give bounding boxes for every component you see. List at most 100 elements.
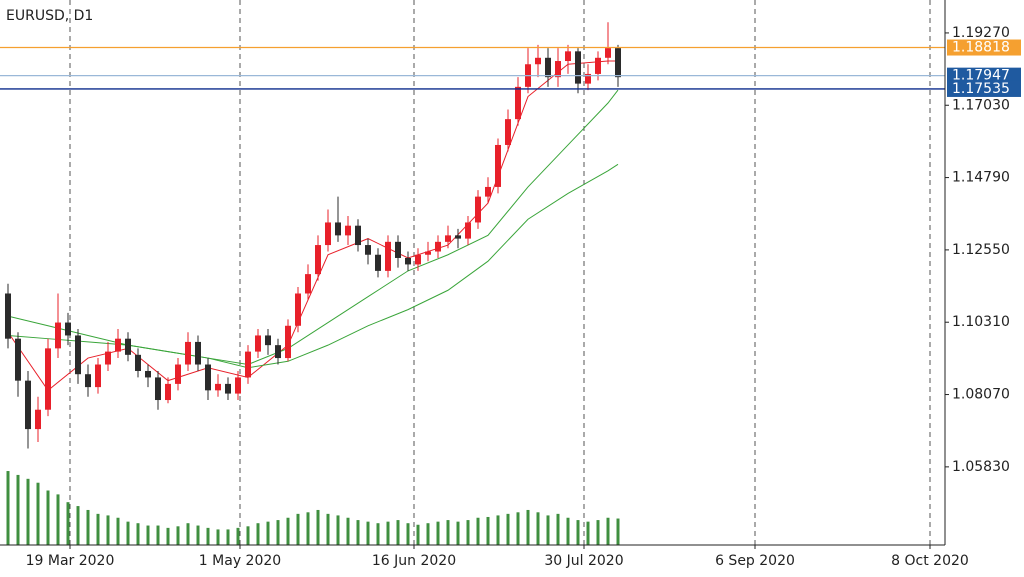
volume-bar: [76, 506, 80, 545]
volume-bar: [386, 521, 390, 545]
volume-bar: [376, 523, 380, 545]
candle-body: [615, 48, 621, 78]
volume-bar: [366, 521, 370, 545]
candle-body: [385, 241, 391, 271]
volume-bar: [46, 490, 50, 545]
candle-body: [195, 341, 201, 365]
volume-bar: [456, 521, 460, 545]
candle-body: [15, 338, 21, 381]
volume-bar: [346, 517, 350, 545]
volume-bar: [426, 523, 430, 545]
candle-body: [475, 196, 481, 223]
volume-bar: [326, 513, 330, 545]
candle-body: [445, 235, 451, 242]
volume-bar: [596, 520, 600, 545]
volume-bar: [616, 518, 620, 545]
volume-bar: [606, 517, 610, 545]
candle-body: [285, 325, 291, 359]
volume-bar: [536, 512, 540, 545]
volume-bar: [226, 529, 230, 545]
volume-bar: [276, 520, 280, 545]
candle-body: [95, 364, 101, 388]
volume-bar: [66, 502, 70, 545]
candle-body: [595, 57, 601, 74]
volume-bar: [546, 515, 550, 545]
volume-bar: [6, 471, 10, 545]
y-tick-label: 1.14790: [952, 170, 1010, 186]
volume-bar: [116, 517, 120, 545]
y-tick-label: 1.05830: [952, 459, 1010, 475]
volume-bar: [176, 526, 180, 545]
x-tick-label: 8 Oct 2020: [891, 553, 969, 569]
candle-body: [275, 345, 281, 359]
y-tick-label: 1.08070: [952, 387, 1010, 403]
chart-title: EURUSD, D1: [6, 8, 93, 24]
volume-bar: [136, 523, 140, 545]
candle-body: [265, 335, 271, 346]
candle-body: [565, 51, 571, 62]
volume-bar: [466, 520, 470, 545]
volume-bar: [126, 521, 130, 545]
x-tick-label: 1 May 2020: [199, 553, 281, 569]
candle-body: [65, 322, 71, 336]
candle-body: [25, 380, 31, 430]
volume-bar: [496, 515, 500, 545]
candle-body: [155, 377, 161, 401]
candle-body: [55, 322, 61, 349]
volume-bar: [306, 512, 310, 545]
candle-body: [5, 293, 11, 339]
candle-body: [535, 57, 541, 65]
volume-bar: [266, 521, 270, 545]
volume-bar: [166, 527, 170, 545]
volume-bar: [556, 513, 560, 545]
candle-body: [35, 409, 41, 430]
candle-body: [485, 186, 491, 197]
candle-body: [395, 241, 401, 258]
volume-bar: [206, 527, 210, 545]
grid: [69, 0, 931, 545]
candle-body: [215, 383, 221, 391]
moving-average: [7, 60, 618, 392]
volume-bar: [196, 525, 200, 545]
candle-body: [225, 383, 231, 394]
candle-body: [175, 364, 181, 384]
candle-body: [125, 338, 131, 355]
volume-bar: [416, 524, 420, 545]
volume-bar: [586, 521, 590, 545]
volume-bar: [246, 526, 250, 545]
volume-bar: [436, 521, 440, 545]
candle-body: [145, 370, 151, 378]
volume-bar: [146, 525, 150, 545]
candle-body: [605, 48, 611, 58]
candle-body: [105, 351, 111, 365]
volume-bar: [316, 509, 320, 545]
candle-body: [455, 235, 461, 239]
volume-bar: [486, 516, 490, 545]
candle-body: [435, 241, 441, 252]
volume-bar: [26, 478, 30, 545]
plot: [0, 22, 945, 545]
volume-bar: [446, 520, 450, 545]
y-tick-label: 1.12550: [952, 242, 1010, 258]
candle-body: [515, 86, 521, 120]
candle-body: [185, 341, 191, 365]
moving-average: [7, 163, 619, 369]
volume-bar: [516, 512, 520, 545]
candle-body: [585, 73, 591, 84]
candle-body: [135, 354, 141, 371]
volume-bar: [106, 515, 110, 545]
volume-bar: [566, 517, 570, 545]
volume-bar: [186, 523, 190, 545]
candle-body: [295, 293, 301, 326]
volume-bar: [216, 529, 220, 545]
volume-bar: [336, 515, 340, 545]
volume-bar: [286, 517, 290, 545]
candle-body: [505, 119, 511, 145]
candle-body: [45, 348, 51, 410]
x-tick-label: 16 Jun 2020: [372, 553, 456, 569]
volume-bar: [356, 520, 360, 545]
price-level-label: 1.17947: [952, 68, 1010, 84]
